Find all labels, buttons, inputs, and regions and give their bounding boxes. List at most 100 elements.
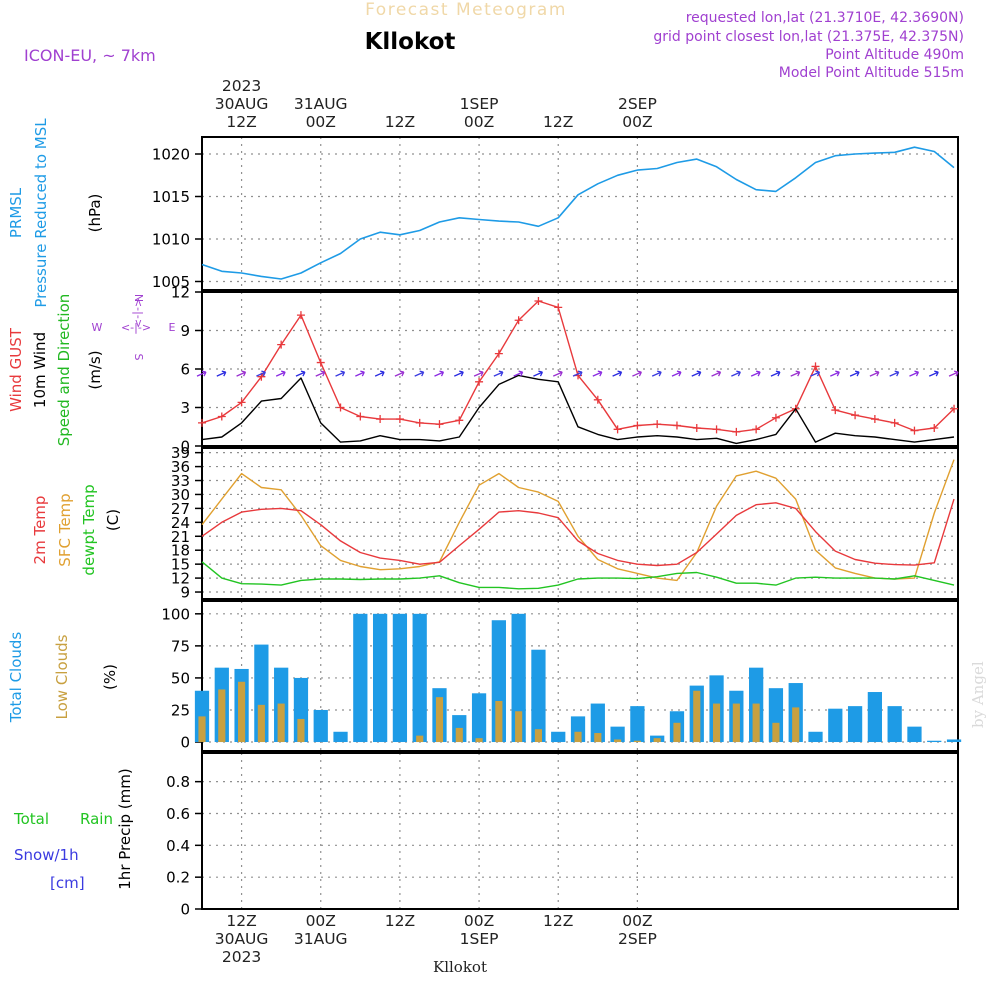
wind-tick-label: 3 [180, 399, 190, 417]
pressure-line [201, 146, 955, 280]
total-cloud-bar [353, 613, 368, 743]
wind-direction-arrow [632, 370, 642, 377]
temp-tick-label: 9 [180, 584, 190, 602]
time-label-top: 00Z [306, 113, 336, 131]
low-cloud-bar [712, 703, 721, 743]
temp-tick-label: 24 [171, 514, 190, 532]
total-cloud-bar [372, 613, 388, 743]
total-cloud-bar [590, 703, 605, 743]
wind-direction-arrow [909, 370, 920, 377]
wind-frame [201, 291, 959, 447]
wind-direction-arrow [711, 370, 722, 377]
gust-marker [277, 340, 286, 349]
wind-direction-arrow [434, 370, 445, 377]
gust-marker [613, 425, 622, 434]
gust-marker [435, 420, 444, 429]
gust-marker [870, 415, 879, 424]
total-cloud-bar [887, 706, 902, 743]
pressure-tick-label: 1015 [152, 188, 190, 206]
wind-direction-arrow [592, 370, 603, 377]
wind-unit: (m/s) [86, 350, 104, 389]
gust-marker [653, 420, 662, 429]
time-label-bottom: 2SEP [618, 930, 657, 948]
time-label-bottom: 30AUG [215, 930, 269, 948]
wind-direction-arrow [473, 370, 484, 377]
wind-direction-arrow [275, 370, 286, 377]
low-cloud-bar [614, 739, 622, 743]
temp-tick-label: 27 [171, 500, 190, 518]
total-cloud-bar [907, 726, 922, 743]
pressure-tick-label: 1020 [152, 146, 190, 164]
point-info: requested lon,lat (21.3710E, 42.3690N) gr… [653, 10, 964, 81]
wind-direction-arrow [612, 370, 623, 377]
panel-labels: PRMSL Pressure Reduced to MSL (hPa) Wind GU… [7, 118, 134, 892]
precip-unit-cm: [cm] [50, 874, 85, 892]
time-label-top: 12Z [543, 113, 573, 131]
gust-marker [217, 412, 226, 421]
time-label-bottom: 00Z [622, 912, 652, 930]
wind-direction-arrow [830, 370, 840, 377]
direction-label: Speed and Direction [55, 294, 73, 447]
gust-marker [633, 421, 642, 430]
total-cloud-bar [808, 731, 823, 743]
gust-marker [514, 316, 523, 325]
gust-marker [356, 412, 365, 421]
compass-north: N [132, 294, 145, 302]
precip-tick-label: 0.6 [166, 805, 190, 823]
wind-direction-arrow [849, 370, 860, 377]
total-cloud-bar [946, 739, 962, 743]
gust-marker [376, 415, 385, 424]
gust-marker [851, 411, 860, 420]
pressure-panel: 1005 1010 1015 1020 [152, 136, 959, 291]
temp-tick-label: 39 [171, 444, 190, 462]
wind-direction-arrow [335, 370, 346, 377]
wind-direction-arrow [889, 370, 900, 377]
low-cloud-bar [416, 735, 424, 743]
total-clouds-label: Total Clouds [7, 632, 25, 724]
temp-tick-label: 21 [171, 528, 190, 546]
total-cloud-bar [392, 613, 408, 743]
sfc-temp-line [201, 459, 955, 582]
time-label-top: 00Z [622, 113, 652, 131]
compass-arrow-horizontal: <-|-> [121, 321, 151, 334]
temp-tick-label: 18 [171, 542, 190, 560]
wind-direction-arrow [948, 370, 959, 377]
clouds-tick-label: 25 [171, 701, 190, 719]
wind-direction-arrow [572, 370, 583, 377]
dewpt-line [201, 561, 955, 590]
temp-tick-label: 36 [171, 458, 190, 476]
gust-marker [494, 349, 503, 358]
time-label-bottom: 12Z [543, 912, 573, 930]
wind-direction-arrow [533, 370, 544, 377]
gust-marker [475, 377, 484, 386]
clouds-frame [201, 600, 959, 752]
precip-frame [201, 752, 959, 910]
model-label: ICON-EU, ~ 7km [24, 46, 156, 65]
low-cloud-bar [218, 689, 226, 743]
info-line: Model Point Altitude 515m [779, 65, 964, 81]
low-cloud-bar [515, 711, 523, 743]
wind-line [201, 374, 955, 445]
low-cloud-bar [594, 733, 602, 743]
wind-direction-arrow [770, 370, 781, 377]
gust-marker [712, 425, 721, 434]
compass-arrow-vertical-top: <-|-> [132, 298, 145, 328]
info-line: requested lon,lat (21.3710E, 42.3690N) [686, 10, 964, 26]
info-line: Point Altitude 490m [825, 47, 964, 63]
gust-label: Wind GUST [7, 327, 25, 412]
total-cloud-bar [471, 693, 487, 743]
time-label-top: 2SEP [618, 95, 657, 113]
low-cloud-bar [198, 716, 206, 743]
info-line: grid point closest lon,lat (21.375E, 42.… [653, 29, 964, 45]
low-cloud-bar [693, 690, 701, 743]
time-label-bottom: 1SEP [460, 930, 499, 948]
wind-direction-arrow [394, 370, 405, 377]
time-label-top: 1SEP [460, 95, 499, 113]
time-label-top: 30AUG [215, 95, 269, 113]
precip-rain-label: Rain [80, 810, 113, 828]
wind-direction-arrow [869, 370, 880, 377]
wind-direction-arrow [295, 370, 306, 377]
gust-line [201, 300, 955, 433]
gust-marker [198, 418, 206, 427]
